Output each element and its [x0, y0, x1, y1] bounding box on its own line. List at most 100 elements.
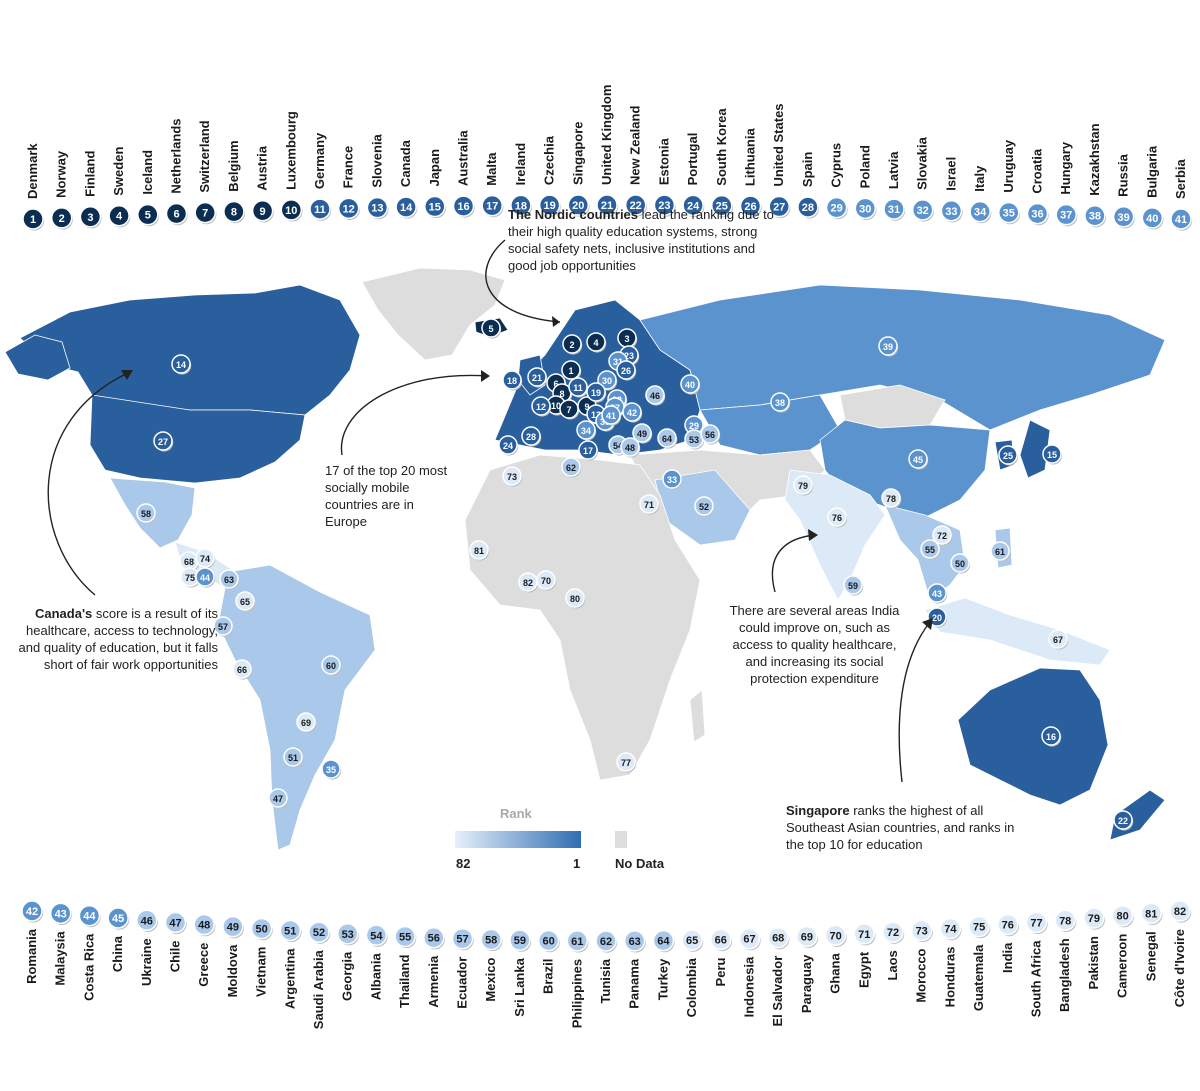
- country-label-latvia: Latvia: [886, 151, 901, 189]
- country-label-brazil: Brazil: [541, 959, 556, 994]
- country-label-cameroon: Cameroon: [1115, 934, 1130, 998]
- annotation-europe: 17 of the top 20 most socially mobile co…: [325, 463, 448, 529]
- top-badge-rank-2: 2: [50, 207, 73, 230]
- badge-rank-number: 46: [141, 915, 153, 927]
- badge-rank-number: 69: [301, 718, 311, 728]
- badge-circle: [950, 553, 970, 573]
- map-marker-rank-71: 71: [639, 494, 660, 515]
- land-africa: [464, 454, 701, 781]
- bottom-badge-rank-63: 63: [623, 930, 646, 953]
- top-badge-rank-37: 37: [1055, 203, 1078, 227]
- bottom-badge-rank-42: 42: [21, 900, 44, 923]
- badge-rank-number: 24: [503, 441, 513, 451]
- bottom-badge-rank-56: 56: [423, 926, 445, 950]
- badge-rank-number: 79: [798, 481, 808, 491]
- bottom-badge-rank-55: 55: [394, 925, 417, 949]
- badge-circle: [883, 198, 905, 220]
- top-badge-rank-30: 30: [854, 197, 877, 220]
- badge-rank-number: 72: [887, 927, 899, 939]
- badge-circle: [366, 196, 389, 219]
- badge-rank-number: 34: [974, 207, 987, 219]
- badge-circle: [423, 926, 445, 949]
- country-label-malta: Malta: [484, 152, 499, 186]
- top-badge-rank-15: 15: [424, 195, 446, 219]
- map-marker-rank-22: 22: [1113, 810, 1134, 831]
- badge-circle: [561, 457, 581, 477]
- arrowhead-europe: [481, 370, 490, 382]
- top-badge-rank-17: 17: [481, 194, 504, 218]
- bottom-badge-rank-78: 78: [1054, 909, 1077, 932]
- badge-circle: [997, 913, 1019, 936]
- badge-circle: [1140, 902, 1163, 925]
- badge-rank-number: 57: [456, 934, 468, 946]
- bottom-badge-rank-47: 47: [164, 911, 187, 935]
- country-label-slovakia: Slovakia: [915, 136, 930, 190]
- badge-rank-number: 14: [400, 202, 413, 214]
- badge-circle: [597, 370, 617, 390]
- badge-rank-number: 26: [621, 366, 631, 376]
- map-marker-rank-15: 15: [1042, 444, 1063, 465]
- country-label-argentina: Argentina: [282, 948, 297, 1009]
- badge-circle: [632, 423, 652, 443]
- badge-circle: [576, 420, 596, 440]
- country-label-japan: Japan: [427, 149, 442, 187]
- badge-rank-number: 25: [716, 201, 728, 213]
- badge-circle: [853, 923, 876, 945]
- map-marker-rank-49: 49: [632, 423, 653, 444]
- land-usa: [89, 394, 306, 484]
- badge-circle: [624, 194, 647, 216]
- badge-rank-number: 16: [1046, 732, 1056, 742]
- arrowhead-india: [808, 529, 818, 541]
- country-label-bangladesh: Bangladesh: [1057, 938, 1072, 1012]
- bottom-badge-rank-57: 57: [451, 927, 474, 951]
- map-marker-rank-65: 65: [235, 591, 256, 612]
- map-marker-rank-57: 57: [213, 616, 234, 637]
- country-label-egypt: Egypt: [856, 951, 871, 988]
- top-ranking-badges: 1 Denmark 2 Norway 3 Finland 4 Sweden 5 Iceland 6 N…: [22, 85, 1193, 231]
- badge-circle: [521, 426, 541, 446]
- bottom-badge-rank-75: 75: [968, 915, 991, 939]
- map-marker-rank-20: 20: [927, 607, 948, 628]
- badge-rank-number: 68: [772, 933, 784, 945]
- badge-rank-number: 7: [566, 405, 571, 415]
- badge-circle: [452, 195, 475, 217]
- country-label-australia: Australia: [456, 130, 471, 186]
- badge-rank-number: 82: [523, 578, 533, 588]
- badge-circle: [620, 437, 640, 457]
- badge-rank-number: 52: [313, 927, 325, 939]
- bottom-badge-rank-71: 71: [853, 923, 876, 946]
- country-label-sweden: Sweden: [111, 147, 126, 196]
- bottom-badge-rank-77: 77: [1025, 911, 1048, 935]
- top-badge-rank-27: 27: [768, 195, 791, 219]
- country-label-cyprus: Cyprus: [829, 143, 844, 188]
- badge-rank-number: 40: [1146, 213, 1158, 225]
- badge-rank-number: 43: [932, 589, 942, 599]
- badge-circle: [164, 911, 187, 934]
- badge-rank-number: 37: [1060, 210, 1072, 222]
- top-badge-rank-12: 12: [337, 197, 360, 220]
- badge-circle: [136, 503, 156, 523]
- badge-circle: [279, 919, 302, 942]
- country-label-denmark: Denmark: [25, 143, 40, 199]
- badge-rank-number: 40: [685, 380, 695, 390]
- land-madagascar: [689, 689, 706, 743]
- badge-circle: [1083, 907, 1105, 929]
- badge-circle: [1169, 900, 1191, 922]
- country-label-moldova: Moldova: [225, 944, 240, 997]
- map-marker-rank-60: 60: [321, 655, 342, 676]
- country-label-united-states: United States: [771, 103, 786, 186]
- badge-circle: [882, 921, 904, 943]
- bottom-badge-rank-44: 44: [78, 904, 101, 928]
- map-marker-rank-7: 7: [559, 399, 580, 420]
- map-marker-rank-28: 28: [521, 426, 542, 447]
- country-label-croatia: Croatia: [1030, 148, 1045, 194]
- badge-rank-number: 45: [112, 913, 124, 925]
- country-label-china: China: [110, 935, 125, 972]
- top-badge-rank-5: 5: [137, 203, 159, 227]
- badge-rank-number: 48: [198, 920, 210, 932]
- badge-rank-number: 39: [883, 342, 893, 352]
- map-marker-rank-70: 70: [536, 570, 557, 591]
- country-label-portugal: Portugal: [685, 133, 700, 186]
- country-label-morocco: Morocco: [914, 948, 929, 1002]
- badge-rank-number: 19: [591, 388, 601, 398]
